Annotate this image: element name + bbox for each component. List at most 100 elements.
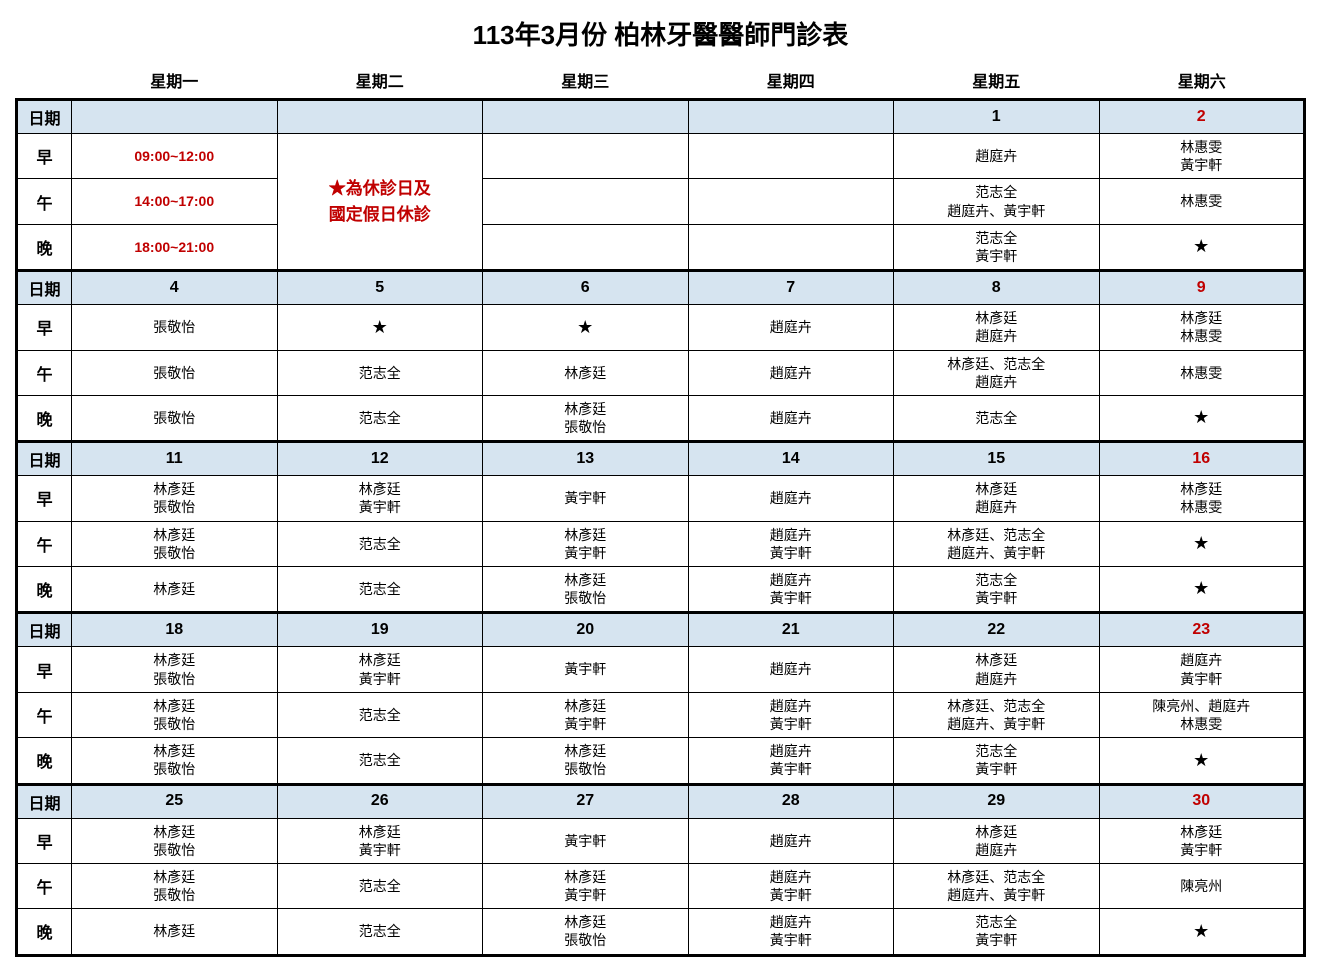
slot-row: 午林彥廷張敬怡范志全林彥廷黃宇軒趙庭卉黃宇軒林彥廷、范志全趙庭卉、黃宇軒陳亮州、…	[17, 692, 1305, 737]
doctor-cell: ★	[1099, 567, 1305, 613]
day-tue: 星期二	[277, 62, 483, 100]
date-cell: 28	[688, 784, 894, 818]
doctor-cell: 范志全	[894, 395, 1100, 441]
doctor-cell: 范志全黃宇軒	[894, 567, 1100, 613]
date-cell: 26	[277, 784, 483, 818]
doctor-cell: 林彥廷、范志全趙庭卉、黃宇軒	[894, 692, 1100, 737]
doctor-cell: 林彥廷趙庭卉	[894, 647, 1100, 692]
doctor-cell: ★	[277, 305, 483, 350]
date-cell	[483, 100, 689, 134]
slot-row: 早張敬怡★★趙庭卉林彥廷趙庭卉林彥廷林惠雯	[17, 305, 1305, 350]
slot-label: 晚	[17, 738, 72, 784]
doctor-cell: 林彥廷	[483, 350, 689, 395]
date-row: 日期456789	[17, 271, 1305, 305]
doctor-cell: 黃宇軒	[483, 647, 689, 692]
doctor-cell: 黃宇軒	[483, 476, 689, 521]
doctor-cell: 范志全黃宇軒	[894, 909, 1100, 955]
date-cell: 19	[277, 613, 483, 647]
doctor-cell: 林彥廷林惠雯	[1099, 476, 1305, 521]
doctor-cell: 林彥廷黃宇軒	[277, 476, 483, 521]
doctor-cell: 范志全黃宇軒	[894, 224, 1100, 270]
doctor-cell: 林彥廷	[72, 567, 278, 613]
date-cell: 12	[277, 442, 483, 476]
date-cell: 15	[894, 442, 1100, 476]
doctor-cell: 林彥廷張敬怡	[72, 647, 278, 692]
doctor-cell: 林惠雯	[1099, 350, 1305, 395]
doctor-cell: 林彥廷黃宇軒	[277, 647, 483, 692]
doctor-cell: 范志全	[277, 738, 483, 784]
date-cell: 4	[72, 271, 278, 305]
date-cell	[688, 100, 894, 134]
doctor-cell: ★	[1099, 738, 1305, 784]
time-cell: 18:00~21:00	[72, 224, 278, 270]
schedule-table: 星期一 星期二 星期三 星期四 星期五 星期六 日期12早09:00~12:00…	[15, 62, 1306, 957]
doctor-cell: 趙庭卉	[688, 818, 894, 863]
doctor-cell: 趙庭卉	[688, 305, 894, 350]
slot-row: 早林彥廷張敬怡林彥廷黃宇軒黃宇軒趙庭卉林彥廷趙庭卉趙庭卉黃宇軒	[17, 647, 1305, 692]
slot-row: 午14:00~17:00 范志全趙庭卉、黃宇軒林惠雯	[17, 179, 1305, 224]
day-header-row: 星期一 星期二 星期三 星期四 星期五 星期六	[17, 62, 1305, 100]
slot-label: 午	[17, 863, 72, 908]
doctor-cell: 范志全黃宇軒	[894, 738, 1100, 784]
doctor-cell: 林彥廷、范志全趙庭卉	[894, 350, 1100, 395]
doctor-cell	[688, 224, 894, 270]
slot-label: 晚	[17, 395, 72, 441]
doctor-cell: 林彥廷張敬怡	[72, 738, 278, 784]
date-cell: 6	[483, 271, 689, 305]
date-row: 日期252627282930	[17, 784, 1305, 818]
doctor-cell: 黃宇軒	[483, 818, 689, 863]
doctor-cell: ★	[1099, 224, 1305, 270]
doctor-cell: 張敬怡	[72, 350, 278, 395]
slot-row: 早林彥廷張敬怡林彥廷黃宇軒黃宇軒趙庭卉林彥廷趙庭卉林彥廷黃宇軒	[17, 818, 1305, 863]
doctor-cell: 趙庭卉黃宇軒	[688, 521, 894, 566]
doctor-cell: 趙庭卉	[688, 476, 894, 521]
doctor-cell: 林彥廷張敬怡	[72, 521, 278, 566]
date-cell: 13	[483, 442, 689, 476]
slot-row: 早林彥廷張敬怡林彥廷黃宇軒黃宇軒趙庭卉林彥廷趙庭卉林彥廷林惠雯	[17, 476, 1305, 521]
slot-row: 早09:00~12:00★為休診日及國定假日休診趙庭卉林惠雯黃宇軒	[17, 134, 1305, 179]
date-label: 日期	[17, 442, 72, 476]
date-cell: 29	[894, 784, 1100, 818]
date-cell: 20	[483, 613, 689, 647]
slot-row: 晚18:00~21:00 范志全黃宇軒★	[17, 224, 1305, 270]
slot-label: 晚	[17, 224, 72, 270]
date-cell: 27	[483, 784, 689, 818]
date-label: 日期	[17, 784, 72, 818]
doctor-cell: 林彥廷黃宇軒	[483, 692, 689, 737]
date-row: 日期12	[17, 100, 1305, 134]
time-cell: 09:00~12:00	[72, 134, 278, 179]
doctor-cell: 林彥廷黃宇軒	[1099, 818, 1305, 863]
doctor-cell	[688, 179, 894, 224]
slot-label: 午	[17, 350, 72, 395]
doctor-cell: 林彥廷張敬怡	[483, 567, 689, 613]
date-cell: 14	[688, 442, 894, 476]
doctor-cell: 林惠雯	[1099, 179, 1305, 224]
doctor-cell: 趙庭卉	[894, 134, 1100, 179]
date-cell: 22	[894, 613, 1100, 647]
date-row: 日期181920212223	[17, 613, 1305, 647]
date-cell: 7	[688, 271, 894, 305]
date-cell: 30	[1099, 784, 1305, 818]
date-cell: 21	[688, 613, 894, 647]
slot-label: 早	[17, 305, 72, 350]
slot-label: 午	[17, 179, 72, 224]
slot-label: 早	[17, 818, 72, 863]
time-cell: 14:00~17:00	[72, 179, 278, 224]
doctor-cell: 趙庭卉黃宇軒	[688, 909, 894, 955]
date-cell: 9	[1099, 271, 1305, 305]
doctor-cell: 林彥廷張敬怡	[72, 692, 278, 737]
doctor-cell: 林彥廷、范志全趙庭卉、黃宇軒	[894, 863, 1100, 908]
doctor-cell: 范志全趙庭卉、黃宇軒	[894, 179, 1100, 224]
slot-row: 午林彥廷張敬怡范志全林彥廷黃宇軒趙庭卉黃宇軒林彥廷、范志全趙庭卉、黃宇軒陳亮州	[17, 863, 1305, 908]
doctor-cell: 張敬怡	[72, 305, 278, 350]
day-thu: 星期四	[688, 62, 894, 100]
doctor-cell: ★	[1099, 521, 1305, 566]
date-label: 日期	[17, 100, 72, 134]
doctor-cell	[483, 179, 689, 224]
date-label: 日期	[17, 271, 72, 305]
doctor-cell: 林彥廷黃宇軒	[483, 863, 689, 908]
date-cell: 18	[72, 613, 278, 647]
date-label: 日期	[17, 613, 72, 647]
day-sat: 星期六	[1099, 62, 1305, 100]
doctor-cell: 林彥廷	[72, 909, 278, 955]
